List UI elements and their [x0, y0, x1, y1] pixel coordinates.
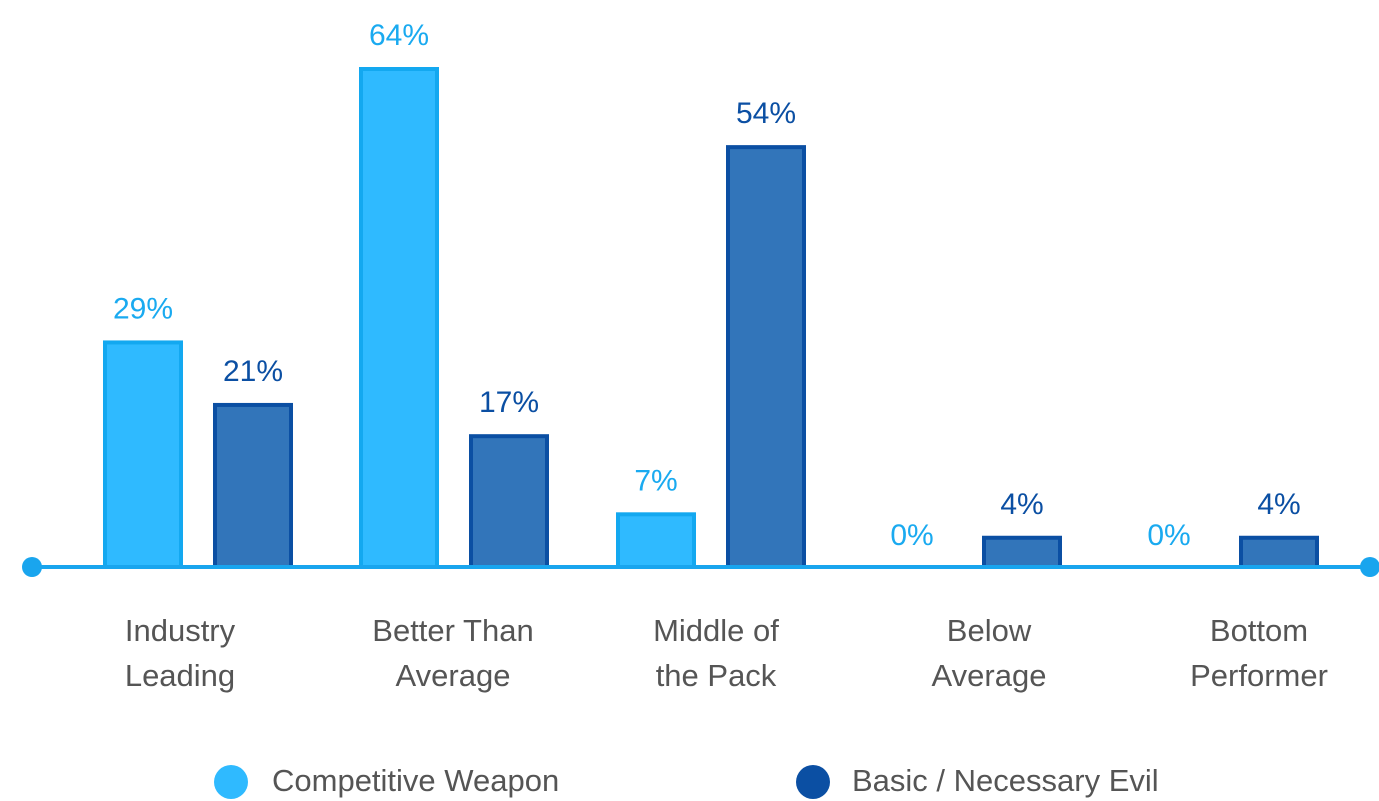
- axis-left-dot: [22, 557, 42, 577]
- bar-basic-2: [726, 145, 806, 569]
- value-label: 21%: [223, 355, 283, 388]
- value-label: 4%: [1000, 488, 1043, 521]
- legend: Competitive Weapon Basic / Necessary Evil: [214, 763, 1159, 799]
- bar-basic-0: [213, 402, 293, 569]
- category-label: Below: [947, 613, 1032, 648]
- value-label: 29%: [113, 292, 173, 325]
- category-labels: Industry Leading Better Than Average Middle …: [125, 613, 1328, 693]
- category-label: Better Than: [372, 613, 533, 648]
- category-label: Middle of: [653, 613, 779, 648]
- value-label: 64%: [369, 19, 429, 52]
- bar-basic-3: [982, 535, 1062, 569]
- value-label: 54%: [736, 97, 796, 130]
- bar-competitive-2: [616, 512, 696, 569]
- value-label: 7%: [634, 464, 677, 497]
- bar-competitive-0: [103, 340, 183, 569]
- axis-right-dot: [1360, 557, 1379, 577]
- legend-label-competitive: Competitive Weapon: [272, 763, 559, 798]
- legend-marker-competitive: [214, 765, 248, 799]
- legend-label-basic: Basic / Necessary Evil: [852, 763, 1159, 798]
- bar-competitive-1: [359, 67, 439, 569]
- category-label: Industry: [125, 613, 236, 648]
- value-label: 0%: [1147, 519, 1190, 552]
- value-label: 4%: [1257, 488, 1300, 521]
- bar-basic-1: [469, 434, 549, 569]
- x-axis: [22, 557, 1379, 577]
- category-label: Average: [396, 658, 511, 693]
- legend-marker-basic: [796, 765, 830, 799]
- category-label: Bottom: [1210, 613, 1308, 648]
- bar-basic-4: [1239, 535, 1319, 569]
- value-labels: 29% 64% 7% 0% 0% 21% 17% 54% 4% 4%: [113, 19, 1301, 552]
- category-label: Average: [932, 658, 1047, 693]
- category-label: Performer: [1190, 658, 1328, 693]
- category-label: the Pack: [656, 658, 777, 693]
- value-label: 17%: [479, 386, 539, 419]
- category-label: Leading: [125, 658, 235, 693]
- value-label: 0%: [890, 519, 933, 552]
- bars-group: [103, 67, 1319, 569]
